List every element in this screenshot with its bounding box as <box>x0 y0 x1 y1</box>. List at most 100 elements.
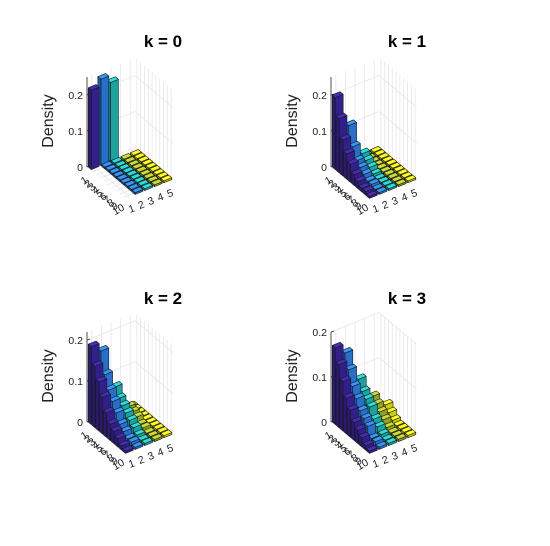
bars <box>87 73 173 195</box>
x-tick-label: 4 <box>90 439 101 452</box>
x-tick-label: 2 <box>83 177 94 190</box>
x-tick-label: 2 <box>83 432 94 445</box>
z-tick-label: 0.2 <box>312 90 327 102</box>
y-tick-label: 2 <box>137 454 147 467</box>
y-tick-label: 2 <box>381 199 391 212</box>
x-tick-label: 9 <box>353 200 364 213</box>
bars <box>331 341 417 454</box>
x-tick-label: 3 <box>86 436 97 449</box>
z-tick-label: 0.1 <box>68 376 83 388</box>
bar-x7-y2 <box>120 176 132 186</box>
z-axis: 0 0.1 0.2 <box>68 77 91 174</box>
bar-x10-y2 <box>131 441 144 450</box>
z-axis: 0 0.1 0.2 <box>312 327 335 429</box>
x-tick-label: 9 <box>109 200 120 213</box>
x-tick-label: 4 <box>334 184 345 197</box>
subplot-title: k = 1 <box>388 32 426 51</box>
bar-x10-y2 <box>375 441 388 450</box>
y-tick-label: 3 <box>390 195 400 208</box>
z-tick-label: 0.1 <box>312 126 327 138</box>
x-tick-label: 5 <box>338 442 349 455</box>
y-tick-label: 1 <box>371 458 381 471</box>
z-axis-label: Density <box>284 349 301 402</box>
x-tick-label: 8 <box>349 452 360 465</box>
y-tick-label: 4 <box>400 191 410 204</box>
x-tick-label: 2 <box>327 177 338 190</box>
bar-x10-y1 <box>366 190 378 199</box>
z-axis: 0 0.1 0.2 <box>312 77 335 174</box>
z-tick-label: 0 <box>77 162 83 174</box>
bar-x10-y4 <box>150 178 163 187</box>
x-tick-label: 8 <box>349 197 360 210</box>
y-tick-label: 2 <box>137 199 147 212</box>
y-tick-label: 4 <box>156 446 166 459</box>
y-tick-label: 4 <box>400 446 410 459</box>
bar-x10-y2 <box>375 186 388 195</box>
y-tick-label: 2 <box>381 454 391 467</box>
subplot-title: k = 0 <box>144 32 182 51</box>
x-tick-label: 1 <box>79 429 90 442</box>
y-tick-label: 5 <box>165 442 175 455</box>
x-tick-label: 10 <box>355 202 371 218</box>
z-axis-label: Density <box>284 94 301 147</box>
bar-x10-y3 <box>141 437 153 446</box>
x-tick-label: 10 <box>111 202 127 218</box>
bars <box>331 91 417 199</box>
y-tick-label: 5 <box>165 187 175 200</box>
x-tick-label: 3 <box>86 181 97 194</box>
z-axis: 0 0.1 0.2 <box>68 332 91 429</box>
x-tick-label: 10 <box>111 457 127 473</box>
z-tick-label: 0.1 <box>312 372 327 384</box>
bar-x10-y3 <box>385 182 397 191</box>
z-tick-label: 0 <box>321 162 327 174</box>
x-tick-label: 1 <box>323 429 334 442</box>
subplot-title: k = 3 <box>388 289 426 308</box>
x-tick-label: 7 <box>346 193 357 206</box>
y-tick-label: 4 <box>156 191 166 204</box>
x-tick-label: 4 <box>90 184 101 197</box>
z-tick-label: 0.1 <box>68 126 83 138</box>
bar-x10-y4 <box>394 178 407 187</box>
x-tick-label: 10 <box>355 457 371 473</box>
bar-x9-y5 <box>400 171 413 180</box>
x-tick-label: 9 <box>109 455 120 468</box>
x-tick-label: 7 <box>102 448 113 461</box>
x-tick-label: 6 <box>342 190 353 203</box>
x-tick-label: 6 <box>98 445 109 458</box>
x-tick-label: 8 <box>105 452 116 465</box>
x-tick-label: 8 <box>105 197 116 210</box>
x-tick-label: 3 <box>330 436 341 449</box>
x-tick-label: 6 <box>342 445 353 458</box>
x-tick-label: 9 <box>353 455 364 468</box>
x-tick-label: 1 <box>79 174 90 187</box>
y-tick-label: 5 <box>409 442 419 455</box>
x-tick-label: 3 <box>330 181 341 194</box>
x-tick-label: 7 <box>346 448 357 461</box>
y-tick-label: 3 <box>146 195 156 208</box>
y-tick-label: 1 <box>127 458 137 471</box>
x-tick-label: 7 <box>102 193 113 206</box>
bar-x10-y4 <box>150 433 163 442</box>
bar-x10-y5 <box>404 174 417 184</box>
bar-x10-y5 <box>160 174 173 184</box>
y-tick-label: 1 <box>127 203 137 216</box>
x-tick-label: 5 <box>338 187 349 200</box>
z-tick-label: 0 <box>77 417 83 429</box>
x-tick-label: 2 <box>327 432 338 445</box>
bar-x10-y5 <box>404 429 417 439</box>
bars <box>87 340 173 454</box>
y-tick-label: 3 <box>146 450 156 463</box>
